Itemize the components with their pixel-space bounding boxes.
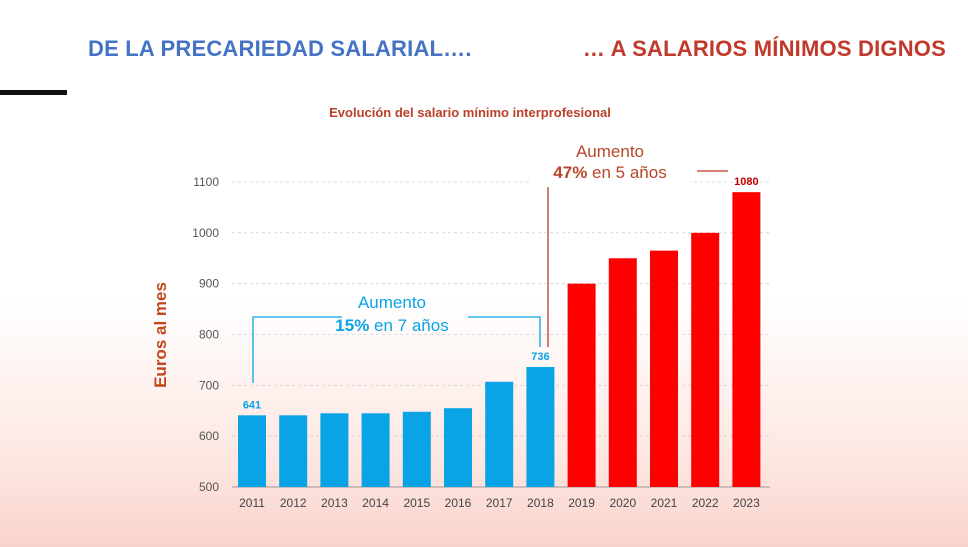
y-tick-600: 600 xyxy=(199,429,219,443)
data-label-2018: 736 xyxy=(531,351,549,363)
data-labels: 641 736 1080 xyxy=(243,176,759,411)
y-tick-labels: 500 600 700 800 900 1000 1100 xyxy=(192,175,219,494)
bar-2019 xyxy=(567,283,596,487)
bar-2018 xyxy=(526,367,555,487)
annotation-second-box xyxy=(530,135,690,187)
annotation-second-line1: Aumento xyxy=(576,142,644,161)
x-tick-2020: 2020 xyxy=(609,496,636,510)
bar-2011 xyxy=(238,415,266,487)
x-tick-2017: 2017 xyxy=(486,496,513,510)
x-tick-2022: 2022 xyxy=(692,496,719,510)
x-tick-labels: 2011 2012 2013 2014 2015 2016 2017 2018 2019 2020… xyxy=(239,496,760,510)
annotation-second-period: Aumento 47% en 5 años xyxy=(530,135,728,347)
bar-2017 xyxy=(485,381,514,487)
annotation-bracket-first xyxy=(252,316,541,383)
annotation-first-period-text: en 7 años xyxy=(369,316,448,335)
annotation-second-line2: 47% en 5 años xyxy=(553,163,666,182)
x-tick-2013: 2013 xyxy=(321,496,348,510)
bar-2020 xyxy=(608,258,637,487)
bar-2015 xyxy=(402,411,431,487)
bar-2022 xyxy=(691,232,720,487)
accent-bar xyxy=(0,90,67,95)
x-tick-2012: 2012 xyxy=(280,496,307,510)
bar-2023 xyxy=(732,192,761,487)
x-tick-2019: 2019 xyxy=(568,496,595,510)
x-tick-2018: 2018 xyxy=(527,496,554,510)
bar-2014 xyxy=(361,413,390,487)
chart-title: Evolución del salario mínimo interprofes… xyxy=(329,105,611,120)
y-tick-1000: 1000 xyxy=(192,226,219,240)
annotation-bracket-second xyxy=(547,170,728,347)
y-tick-700: 700 xyxy=(199,378,219,392)
x-tick-2015: 2015 xyxy=(403,496,430,510)
x-tick-2016: 2016 xyxy=(445,496,472,510)
y-tick-1100: 1100 xyxy=(193,175,219,189)
x-tick-2011: 2011 xyxy=(239,496,265,510)
bar-2021 xyxy=(650,250,678,487)
annotation-first-line1: Aumento xyxy=(358,293,426,312)
data-label-2011: 641 xyxy=(243,399,261,411)
y-axis-label: Euros al mes xyxy=(151,282,170,388)
y-tick-800: 800 xyxy=(199,328,219,342)
annotation-first-period: Aumento 15% en 7 años xyxy=(252,293,541,383)
bar-2016 xyxy=(444,408,472,487)
x-tick-2014: 2014 xyxy=(362,496,389,510)
bar-2013 xyxy=(320,413,349,487)
annotation-second-pct: 47% xyxy=(553,163,587,182)
y-tick-900: 900 xyxy=(199,277,219,291)
right-heading: … A SALARIOS MÍNIMOS DIGNOS xyxy=(582,36,946,61)
annotation-first-line2: 15% en 7 años xyxy=(335,316,448,335)
left-heading: DE LA PRECARIEDAD SALARIAL…. xyxy=(88,36,472,61)
annotation-first-pct: 15% xyxy=(335,316,369,335)
annotation-second-period-text: en 5 años xyxy=(587,163,666,182)
x-tick-2023: 2023 xyxy=(733,496,760,510)
data-label-2023: 1080 xyxy=(734,176,758,188)
y-tick-500: 500 xyxy=(199,480,219,494)
bars xyxy=(238,192,761,487)
x-tick-2021: 2021 xyxy=(651,496,678,510)
bar-2012 xyxy=(279,415,308,487)
